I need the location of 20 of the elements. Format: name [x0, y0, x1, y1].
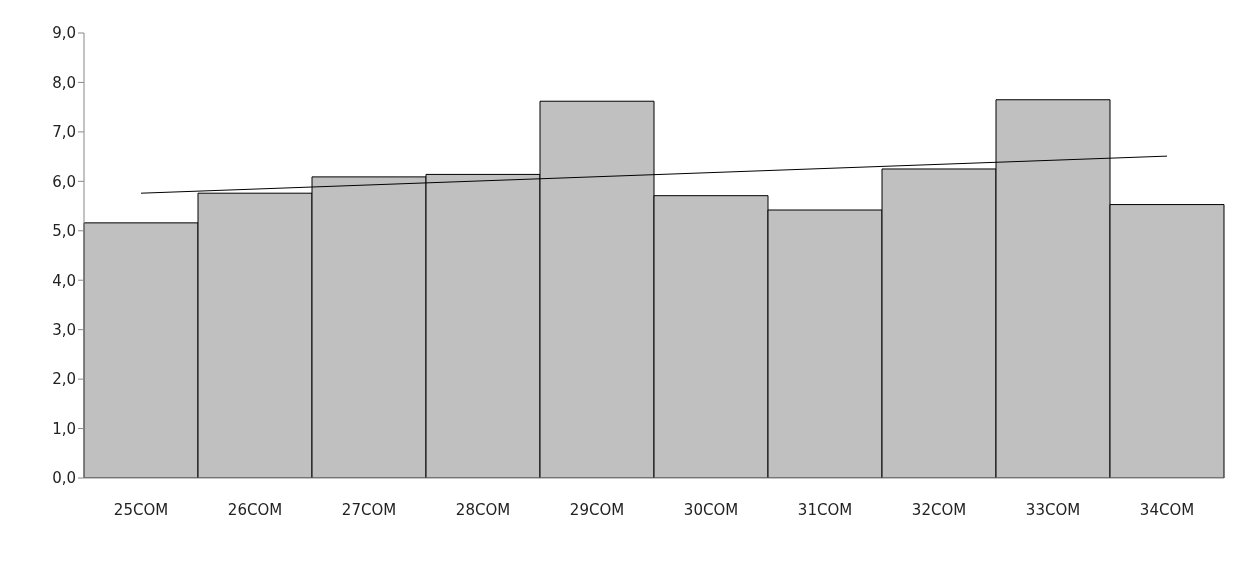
y-tick-label: 7,0: [52, 123, 76, 142]
x-tick-label: 31COM: [797, 500, 853, 519]
x-tick-label: 30COM: [683, 500, 739, 519]
y-tick-label: 4,0: [52, 271, 76, 290]
y-tick-label: 5,0: [52, 222, 76, 241]
y-tick-label: 1,0: [52, 419, 76, 438]
y-tick-label: 9,0: [52, 24, 76, 43]
y-tick-label: 2,0: [52, 370, 76, 389]
y-tick-label: 3,0: [52, 320, 76, 339]
y-tick-label: 0,0: [52, 469, 76, 488]
x-tick-label: 33COM: [1025, 500, 1081, 519]
x-tick-label: 26COM: [227, 500, 283, 519]
x-tick-label: 27COM: [341, 500, 397, 519]
x-tick-label: 28COM: [455, 500, 511, 519]
x-tick-label: 32COM: [911, 500, 967, 519]
x-tick-label: 34COM: [1139, 500, 1195, 519]
x-tick-label: 29COM: [569, 500, 625, 519]
x-tick-label: 25COM: [113, 500, 169, 519]
y-tick-label: 8,0: [52, 73, 76, 92]
y-tick-label: 6,0: [52, 172, 76, 191]
